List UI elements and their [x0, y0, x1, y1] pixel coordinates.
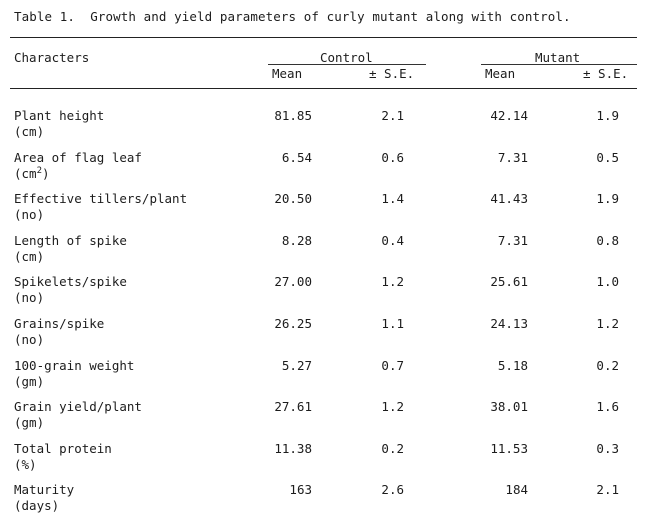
- control-mean-value: 6.54: [281, 149, 312, 165]
- mutant-se-value: 0.5: [596, 149, 619, 165]
- control-se-value: 1.4: [381, 191, 404, 207]
- mutant-se-value: 1.6: [596, 399, 619, 415]
- control-mean-value: 11.38: [274, 440, 312, 456]
- row-unit: (no): [14, 290, 44, 305]
- mutant-mean-value: 25.61: [490, 274, 528, 290]
- row-unit: (no): [14, 332, 44, 347]
- header-control-mean: Mean: [272, 66, 303, 81]
- control-mean-value: 20.50: [274, 191, 312, 207]
- mutant-mean-value: 7.31: [497, 149, 528, 165]
- header-mutant-mean: Mean: [485, 66, 516, 81]
- control-se-value: 2.6: [381, 482, 404, 498]
- mutant-mean-value: 24.13: [490, 316, 528, 331]
- header-control: Control: [320, 50, 373, 65]
- table-row: Grains/spike (no) 26.25 1.1 24.13 1.2: [0, 316, 646, 350]
- row-character-name: Maturity: [14, 482, 75, 498]
- row-unit: (gm): [14, 415, 44, 430]
- row-unit-text: (cm: [14, 165, 37, 181]
- table-row: Plant height (cm) 81.85 2.1 42.14 1.9: [0, 108, 646, 142]
- mutant-se-value: 0.8: [596, 232, 619, 248]
- mutant-se-value: 1.0: [596, 274, 619, 290]
- control-mean-value: 26.25: [274, 316, 312, 331]
- row-unit: (cm): [14, 249, 44, 264]
- row-unit: (cm2): [14, 166, 50, 181]
- control-group-rule: [268, 64, 426, 65]
- mutant-se-value: 0.3: [596, 440, 619, 456]
- table-row: Maturity (days) 163 2.6 184 2.1: [0, 482, 646, 516]
- mutant-mean-value: 41.43: [490, 191, 528, 207]
- table-row: Grain yield/plant (gm) 27.61 1.2 38.01 1.6: [0, 399, 646, 433]
- control-mean-value: 5.27: [281, 357, 312, 373]
- control-se-value: 1.2: [381, 274, 404, 290]
- mutant-se-value: 2.1: [596, 482, 619, 498]
- row-character-name: Grains/spike: [14, 316, 105, 331]
- row-character-name: 100-grain weight: [14, 357, 135, 373]
- mutant-se-value: 1.9: [596, 108, 619, 123]
- mutant-mean-value: 11.53: [490, 440, 528, 456]
- mutant-se-value: 1.9: [596, 191, 619, 207]
- row-unit-text: (cm): [14, 124, 45, 139]
- row-unit-text: (no): [14, 207, 45, 223]
- control-mean-value: 27.61: [274, 399, 312, 415]
- header-characters: Characters: [14, 50, 90, 65]
- row-unit-text: (gm): [14, 415, 45, 431]
- control-se-value: 0.6: [381, 149, 404, 165]
- control-se-value: 1.2: [381, 399, 404, 415]
- control-se-value: 2.1: [381, 108, 404, 123]
- row-character-name: Effective tillers/plant: [14, 191, 188, 207]
- row-unit-text: (gm): [14, 373, 45, 389]
- row-unit-text: (no): [14, 290, 45, 306]
- row-character-name: Total protein: [14, 440, 112, 456]
- header-mutant-se: ± S.E.: [583, 66, 629, 81]
- control-mean-value: 27.00: [274, 274, 312, 290]
- mutant-mean-value: 5.18: [497, 357, 528, 373]
- table-row: Effective tillers/plant (no) 20.50 1.4 41.43…: [0, 191, 646, 225]
- control-se-value: 1.1: [381, 316, 404, 331]
- mutant-mean-value: 7.31: [497, 232, 528, 248]
- row-unit-text: (cm): [14, 248, 45, 264]
- mutant-mean-value: 42.14: [490, 108, 528, 123]
- row-unit-text: (no): [14, 332, 45, 347]
- control-se-value: 0.7: [381, 357, 404, 373]
- table-row: 100-grain weight (gm) 5.27 0.7 5.18 0.2: [0, 358, 646, 392]
- mutant-se-value: 1.2: [596, 316, 619, 331]
- mutant-group-rule: [481, 64, 637, 65]
- table-caption: Table 1. Growth and yield parameters of …: [14, 9, 571, 24]
- row-character-name: Area of flag leaf: [14, 149, 142, 165]
- row-unit: (%): [14, 457, 37, 472]
- row-character-name: Length of spike: [14, 232, 127, 248]
- table-row: Length of spike (cm) 8.28 0.4 7.31 0.8: [0, 233, 646, 267]
- row-character-name: Grain yield/plant: [14, 399, 142, 415]
- table-top-rule: [10, 37, 637, 38]
- header-control-se: ± S.E.: [369, 66, 415, 81]
- control-se-value: 0.4: [381, 232, 404, 248]
- control-se-value: 0.2: [381, 440, 404, 456]
- table-row: Area of flag leaf (cm2) 6.54 0.6 7.31 0.5: [0, 150, 646, 184]
- mutant-mean-value: 38.01: [490, 399, 528, 415]
- table-row: Total protein (%) 11.38 0.2 11.53 0.3: [0, 441, 646, 475]
- control-mean-value: 163: [289, 482, 312, 498]
- control-mean-value: 81.85: [274, 108, 312, 123]
- row-unit-text: (%): [14, 456, 37, 472]
- header-mutant: Mutant: [535, 50, 581, 65]
- row-unit-text: (days): [14, 498, 60, 514]
- table-header-rule: [10, 88, 637, 89]
- row-character-name: Plant height: [14, 108, 105, 123]
- mutant-mean-value: 184: [505, 482, 528, 498]
- table-row: Spikelets/spike (no) 27.00 1.2 25.61 1.0: [0, 274, 646, 308]
- row-unit-close: ): [42, 165, 50, 181]
- row-unit: (cm): [14, 124, 44, 139]
- row-unit: (gm): [14, 374, 44, 389]
- mutant-se-value: 0.2: [596, 357, 619, 373]
- row-unit: (days): [14, 498, 59, 513]
- row-unit-superscript: 2: [36, 165, 42, 176]
- control-mean-value: 8.28: [281, 232, 312, 248]
- row-unit: (no): [14, 207, 44, 222]
- row-character-name: Spikelets/spike: [14, 274, 127, 290]
